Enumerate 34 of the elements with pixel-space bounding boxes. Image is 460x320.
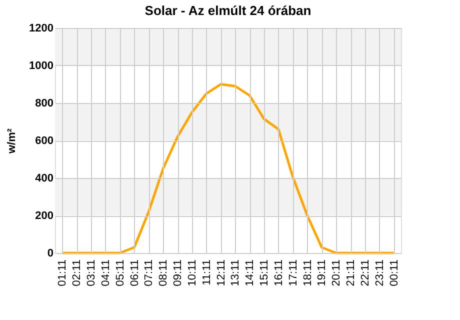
x-tick-label: 08:11	[158, 260, 170, 286]
y-tick-label: 600	[35, 135, 54, 147]
x-tick-label: 14:11	[244, 260, 256, 286]
x-tick-label: 04:11	[100, 260, 112, 286]
x-tick-label: 22:11	[359, 260, 372, 286]
y-tick-label: 1000	[29, 60, 54, 72]
x-tick-label: 09:11	[172, 260, 184, 286]
x-tick-label: 02:11	[71, 260, 84, 286]
line-series	[60, 83, 396, 254]
x-tick-label: 16:11	[272, 260, 285, 286]
x-tick-label: 19:11	[316, 260, 328, 286]
x-tick-label: 12:11	[215, 260, 228, 286]
chart-title: Solar - Az elmúlt 24 órában	[144, 3, 312, 18]
y-tick-label: 800	[35, 98, 54, 110]
x-tick-label: 06:11	[128, 260, 141, 286]
x-tick-label: 11:11	[200, 260, 213, 286]
x-tick-label: 00:11	[388, 260, 400, 286]
x-tick-label: 21:11	[345, 260, 358, 286]
x-tick-label: 23:11	[374, 260, 386, 286]
x-tick-label: 10:11	[186, 260, 198, 286]
y-tick-label: 400	[35, 172, 54, 184]
x-tick-label: 18:11	[302, 260, 314, 286]
x-tick-label: 15:11	[258, 260, 271, 286]
x-tick-label: 01:11	[56, 260, 69, 286]
x-tick-label: 03:11	[86, 260, 98, 286]
y-tick-label: 200	[35, 210, 54, 222]
y-axis-title: w/m²	[6, 128, 18, 155]
y-tick-label: 0	[47, 248, 54, 260]
x-tick-label: 05:11	[114, 260, 126, 286]
x-tick-label: 13:11	[230, 260, 242, 286]
y-tick-label: 1200	[29, 22, 54, 34]
x-tick-label: 07:11	[143, 260, 156, 286]
x-tick-label: 20:11	[330, 260, 343, 286]
x-tick-label: 17:11	[287, 260, 300, 286]
